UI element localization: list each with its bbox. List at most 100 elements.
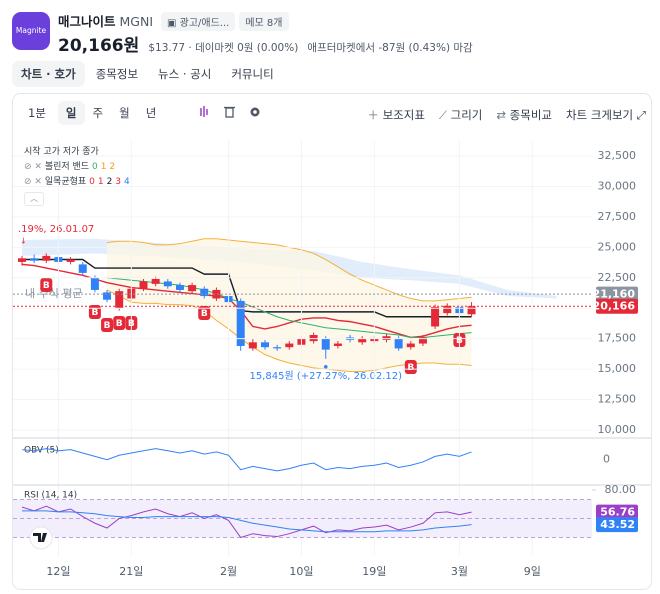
candle-body (394, 338, 403, 349)
price-label: 20,166 (593, 300, 636, 313)
buy-marker-text: B (91, 308, 98, 318)
period[interactable]: 월 (119, 106, 130, 120)
buy-marker-text: B (43, 281, 50, 291)
rsi-label-box (596, 504, 638, 520)
rsi-label-box (596, 517, 638, 533)
candle-body (103, 292, 112, 300)
min-annotation: 15,845원 (+27.27%, 26.02.12) (249, 370, 402, 382)
tab[interactable]: 종목정보 (95, 67, 139, 81)
max-annotation: .19%, 26.01.07 (18, 224, 94, 235)
logo-text: Magnite (16, 26, 47, 35)
candle-body (139, 281, 148, 289)
period[interactable]: 일 (57, 101, 85, 125)
tool-button[interactable]: ＋ 보조지표 (367, 108, 424, 122)
param: 0 (91, 162, 98, 172)
candle-body (261, 342, 269, 348)
chart-card (12, 93, 652, 590)
param: 2 (106, 177, 113, 187)
tool-label: 종목비교 (509, 108, 552, 122)
candle-body (66, 259, 75, 262)
y-tick-label: 15,000 (598, 362, 637, 375)
tool-button[interactable]: ⟋ 그리기 (439, 108, 482, 122)
price: 20,166원 (58, 36, 140, 56)
y-tick-label: 30,000 (598, 179, 637, 192)
candle-body (163, 281, 172, 287)
candle-body (443, 305, 452, 314)
candle-body (212, 289, 221, 299)
candle-body (333, 343, 342, 346)
period[interactable]: 주 (92, 106, 104, 120)
candle-body (248, 342, 257, 349)
candle-body (382, 336, 391, 340)
memo[interactable]: 메모 8개 (239, 12, 289, 31)
candle-body (358, 338, 367, 343)
y-tick-label: 22,500 (598, 271, 637, 284)
param: 2 (109, 162, 116, 172)
tool-icon: ⇄ (496, 108, 510, 122)
candle-body (406, 343, 415, 348)
overlay-line (22, 258, 472, 318)
param: 3 (115, 177, 122, 187)
buy-marker (404, 360, 417, 374)
candle-body (42, 255, 51, 261)
period[interactable]: 년 (145, 106, 157, 120)
tool-label: 보조지표 (382, 108, 425, 122)
price-row: 20,166원 $13.77 · 데이마켓 0원 (0.00%) 애프터마켓에서… (58, 31, 473, 56)
buy-marker (113, 316, 126, 330)
buy-marker (198, 306, 211, 320)
y-tick-label: 27,500 (598, 210, 637, 223)
tools: ＋ 보조지표 ⟋ 그리기 ⇄ 종목비교 차트 크게보기 ⤢ (353, 104, 646, 123)
min-dot (323, 365, 328, 369)
param: 0 (89, 177, 95, 187)
icons (200, 106, 260, 118)
ohlc-legend: 시작 고가 저가 종가 (24, 147, 99, 157)
price-label-box (596, 286, 638, 302)
candle-body (309, 335, 318, 342)
candle-body (285, 343, 294, 348)
buy-marker (101, 318, 114, 332)
candle-body (321, 338, 330, 350)
tv-logo-mark (33, 533, 47, 542)
tool-button[interactable]: 차트 크게보기 ⤢ (566, 108, 646, 122)
toolbar-icons (198, 104, 270, 124)
rsi-line (22, 510, 472, 533)
bollinger-fill (107, 238, 472, 372)
collapse-button[interactable]: ︿ (24, 192, 44, 206)
candle-body (90, 277, 99, 290)
rsi-tick-label: 80.00 (605, 483, 637, 496)
x-tick-label: 19일 (362, 564, 386, 578)
candle-body (78, 264, 87, 273)
candle-body (188, 285, 197, 292)
rsi-label: 56.76 (600, 506, 635, 519)
ichimoku-name: 일목균형표 (44, 177, 87, 187)
tab[interactable]: 차트 · 호가 (12, 61, 85, 87)
candle-body (18, 258, 26, 262)
tag[interactable]: ▣ 광고/애드... (161, 12, 236, 31)
x-tick-label: 2월 (220, 565, 237, 578)
buy-marker-text: B (116, 319, 123, 329)
tab[interactable]: 커뮤니티 (231, 67, 274, 81)
buy-marker-text: B (104, 321, 111, 331)
y-tick-label: 10,000 (598, 423, 637, 436)
bollinger-name: 볼린저 밴드 (44, 162, 90, 172)
param: 4 (124, 177, 130, 187)
obv-line (21, 448, 472, 472)
candle-body (200, 288, 209, 297)
arrow: ↓ (20, 236, 27, 245)
y-tick-label: 12,500 (598, 393, 637, 406)
tabs: 차트 · 호가 종목정보 뉴스 · 공시 커뮤니티 (12, 61, 285, 87)
x-tick-label: 3월 (451, 565, 468, 578)
period[interactable]: 1분 (28, 106, 46, 120)
tab[interactable]: 뉴스 · 공시 (158, 67, 212, 81)
candle-body (115, 291, 124, 309)
tool-button[interactable]: ⇄ 종목비교 (496, 108, 552, 122)
candle-body (273, 347, 282, 349)
candle-body (175, 285, 184, 290)
tool-icon: ＋ (367, 108, 383, 122)
periods: 1분 일 주 월 년 (20, 101, 164, 125)
tool-icon: ⟋ (438, 108, 451, 122)
